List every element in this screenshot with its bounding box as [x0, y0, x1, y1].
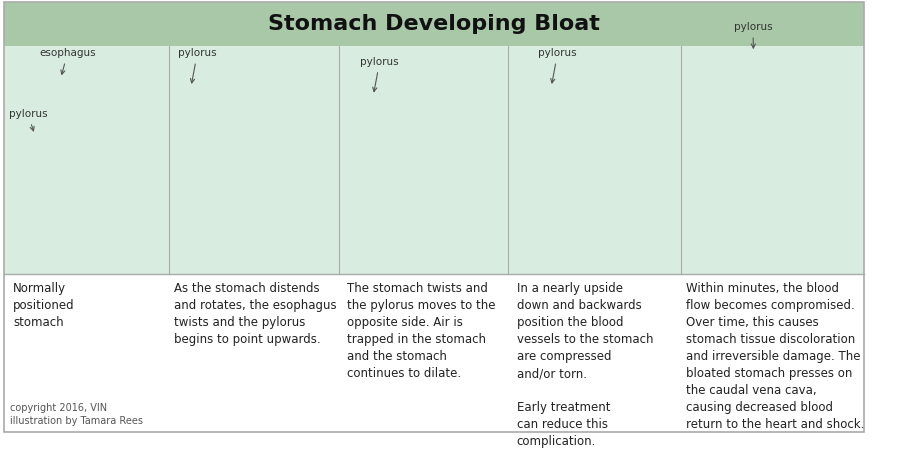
Text: pylorus: pylorus — [9, 109, 48, 131]
Text: esophagus: esophagus — [39, 48, 95, 74]
Text: pylorus: pylorus — [360, 57, 399, 92]
Text: The stomach twists and
the pylorus moves to the
opposite side. Air is
trapped in: The stomach twists and the pylorus moves… — [347, 282, 496, 380]
Text: Normally
positioned
stomach: Normally positioned stomach — [13, 282, 75, 329]
Text: In a nearly upside
down and backwards
position the blood
vessels to the stomach
: In a nearly upside down and backwards po… — [517, 282, 653, 448]
FancyBboxPatch shape — [4, 2, 864, 45]
Text: As the stomach distends
and rotates, the esophagus
twists and the pylorus
begins: As the stomach distends and rotates, the… — [174, 282, 337, 346]
Text: pylorus: pylorus — [538, 48, 577, 83]
Text: pylorus: pylorus — [734, 22, 772, 48]
Text: copyright 2016, VIN
illustration by Tamara Rees: copyright 2016, VIN illustration by Tama… — [11, 403, 143, 426]
Text: Within minutes, the blood
flow becomes compromised.
Over time, this causes
stoma: Within minutes, the blood flow becomes c… — [686, 282, 864, 431]
Text: Stomach Developing Bloat: Stomach Developing Bloat — [268, 14, 600, 34]
FancyBboxPatch shape — [4, 45, 864, 274]
Text: pylorus: pylorus — [178, 48, 217, 83]
